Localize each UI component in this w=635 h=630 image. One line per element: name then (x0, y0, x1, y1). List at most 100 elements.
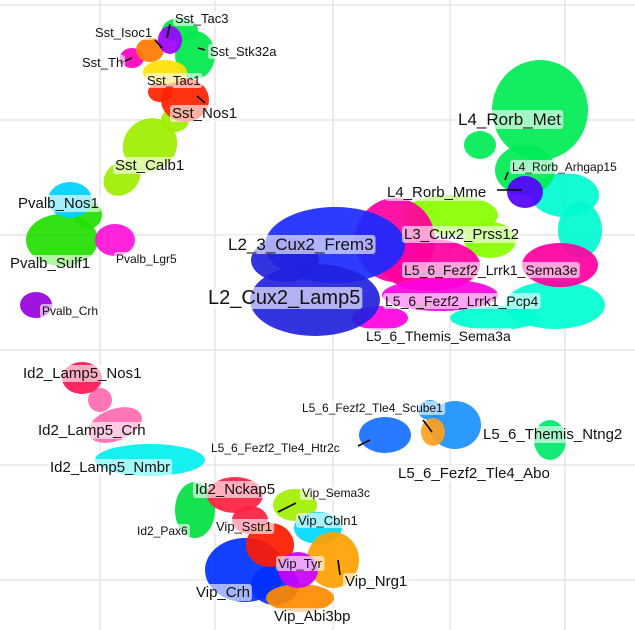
cluster-label-group: Id2_Lamp5_Crh (36, 422, 148, 439)
cluster-label-background (170, 105, 240, 122)
cluster-label: Sst_Isoc1 (95, 25, 152, 40)
cluster-label-group: Sst_Nos1 (170, 105, 240, 122)
cluster-label-background (114, 252, 180, 266)
cluster-label: Id2_Nckap5 (195, 481, 275, 498)
cluster-label: Sst_Stk32a (210, 44, 277, 59)
cluster-label-background (194, 584, 252, 601)
cluster-label: L5_6_Fezf2_Lrrk1_Pcp4 (385, 293, 539, 309)
cluster-point-mass (136, 38, 164, 62)
label-leader-line (357, 439, 371, 447)
cluster-label-group: Pvalb_Sulf1 (8, 255, 93, 272)
cluster-label-background (300, 486, 372, 500)
cluster-label-background (93, 25, 155, 40)
cluster-label-group: Id2_Nckap5 (193, 481, 278, 498)
label-leader-line (337, 559, 341, 576)
label-leader-line (504, 171, 509, 181)
cluster-label: L3_Cux2_Prss12 (404, 226, 519, 243)
cluster-label-background (80, 55, 126, 70)
cluster-label-background (173, 11, 231, 26)
cluster-label-group: Vip_Nrg1 (343, 573, 410, 590)
cluster-label-group: Pvalb_Nos1 (16, 195, 101, 212)
cluster-label: Pvalb_Nos1 (18, 195, 99, 212)
cluster-label-group: L5_6_Themis_Sema3a (364, 328, 513, 344)
label-leader-line (197, 47, 206, 51)
cluster-label-group: L4_Rorb_Arhgap15 (510, 160, 620, 174)
cluster-label-background (145, 73, 203, 88)
cluster-label-group: L4_Rorb_Met (456, 110, 564, 129)
cluster-label-background (343, 573, 410, 590)
cluster-label: Id2_Lamp5_Nmbr (50, 459, 170, 476)
cluster-label: Vip_Tyr (278, 556, 323, 571)
cluster-label: Vip_Nrg1 (345, 573, 407, 590)
label-leader-line (422, 419, 433, 433)
cluster-label-background (21, 365, 144, 382)
cluster-label-background (385, 184, 489, 201)
cluster-l5-6-fezf2-tle4-htr2c (359, 417, 411, 453)
cluster-id2-lamp5-crh (88, 388, 142, 443)
cluster-label: Id2_Lamp5_Crh (38, 422, 146, 439)
cluster-point-mass (95, 224, 135, 256)
cluster-label-group: L5_6_Fezf2_Tle4_Htr2c (209, 441, 342, 455)
cluster-point-mass (88, 388, 112, 412)
cluster-label-background (396, 465, 552, 482)
cluster-label-background (206, 287, 363, 309)
cluster-label-group: Sst_Isoc1 (93, 25, 155, 40)
cluster-label: L5_6_Fezf2_Tle4_Abo (398, 465, 550, 482)
cluster-label-background (364, 328, 513, 344)
cluster-labels: Sst_Isoc1 Sst_Tac3 Sst_Th Sst_Stk32a Sst_Tac… (8, 11, 625, 625)
cluster-label-group: Vip_Abi3bp (272, 608, 353, 625)
cluster-label-background (36, 422, 148, 439)
label-leader-line (166, 23, 171, 39)
label-leader-line (277, 502, 297, 513)
cluster-label-group: Vip_Sstr1 (214, 519, 275, 534)
cluster-label-group: Sst_Th (80, 55, 126, 70)
cluster-label: Vip_Sema3c (302, 486, 370, 500)
cluster-label-group: L5_6_Fezf2_Tle4_Scube1 (300, 401, 446, 415)
cluster-label: Vip_Crh (196, 584, 250, 601)
cluster-point-mass (359, 417, 411, 453)
cluster-label-background (8, 255, 93, 272)
cluster-pvalb-lgr5 (95, 224, 135, 256)
cluster-label: L4_Rorb_Mme (387, 184, 486, 201)
cluster-label-background (402, 226, 522, 243)
cluster-label-group: Id2_Pax6 (135, 524, 191, 538)
cluster-label: L5_6_Themis_Ntng2 (483, 426, 622, 443)
cluster-label: Vip_Cbln1 (298, 513, 358, 528)
cluster-label: Pvalb_Crh (42, 304, 98, 318)
cluster-label-background (300, 401, 446, 415)
cluster-label: Id2_Pax6 (137, 524, 188, 538)
cluster-label: L5_6_Fezf2_Tle4_Scube1 (302, 401, 443, 415)
cluster-label: Vip_Abi3bp (274, 608, 350, 625)
cluster-label: Sst_Tac1 (147, 73, 200, 88)
cluster-label: Id2_Lamp5_Nos1 (23, 365, 141, 382)
cluster-label: L5_6_Themis_Sema3a (366, 328, 511, 344)
cluster-label-group: Pvalb_Lgr5 (114, 252, 180, 266)
cluster-label-group: Id2_Lamp5_Nmbr (48, 459, 173, 476)
cluster-label: Sst_Nos1 (172, 105, 237, 122)
cluster-label-group: Sst_Tac3 (173, 11, 231, 26)
cluster-label: Pvalb_Lgr5 (116, 252, 177, 266)
cluster-sst-tac3 (158, 26, 182, 54)
cluster-label-group: Pvalb_Crh (40, 304, 101, 318)
cluster-label-group: L5_6_Fezf2_Lrrk1_Pcp4 (383, 293, 541, 309)
cluster-point-mass (507, 176, 543, 208)
cluster-label: Pvalb_Sulf1 (10, 255, 90, 272)
cluster-label-group: Vip_Crh (194, 584, 252, 601)
cluster-label-background (193, 481, 278, 498)
cluster-point-mass (26, 214, 98, 266)
cluster-vip-abi3bp (266, 584, 334, 612)
cluster-label-group: Vip_Sema3c (300, 486, 372, 500)
cluster-label: L2_Cux2_Lamp5 (208, 287, 360, 309)
cluster-label: Sst_Tac3 (175, 11, 228, 26)
cluster-label-group: L2_Cux2_Lamp5 (206, 287, 363, 309)
cluster-label-background (113, 157, 187, 174)
cluster-label-background (272, 608, 353, 625)
cluster-point-mass (175, 31, 215, 79)
cluster-label-background (383, 293, 541, 309)
cluster-label-group: L5_6_Fezf2_Lrrk1_Sema3e (402, 262, 580, 278)
cluster-label: L5_6_Fezf2_Lrrk1_Sema3e (404, 262, 578, 278)
cluster-label-group: L5_6_Themis_Ntng2 (481, 426, 625, 443)
cluster-label-background (481, 426, 625, 443)
cluster-label-group: Id2_Lamp5_Nos1 (21, 365, 144, 382)
